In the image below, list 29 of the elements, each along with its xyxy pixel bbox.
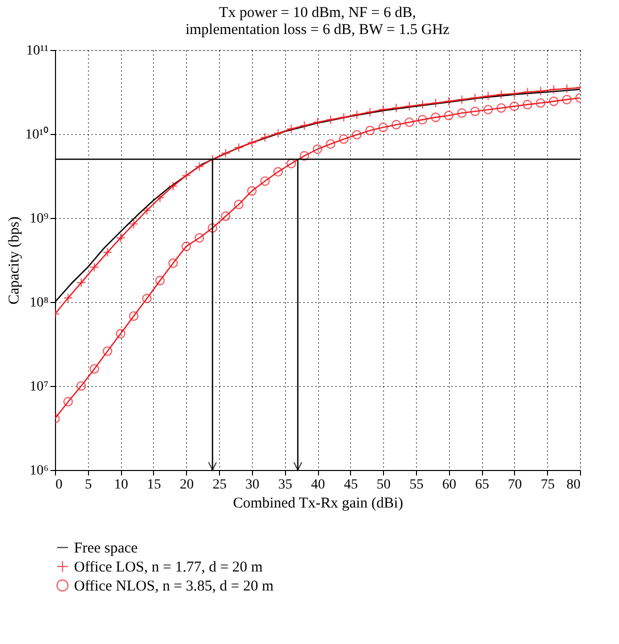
y-tick-label: 10⁶ bbox=[30, 464, 49, 478]
x-tick-label: 65 bbox=[475, 478, 490, 492]
x-tick-label: 80 bbox=[566, 478, 580, 492]
x-tick-label: 45 bbox=[344, 478, 358, 492]
legend-label: Office NLOS, n = 3.85, d = 20 m bbox=[74, 578, 274, 594]
x-tick-label: 20 bbox=[180, 478, 194, 492]
y-tick-label: 10⁸ bbox=[30, 296, 49, 310]
x-tick-label: 40 bbox=[311, 478, 325, 492]
x-tick-label: 25 bbox=[212, 478, 227, 492]
x-tick-label: 30 bbox=[245, 478, 260, 492]
y-tick-label: 10⁷ bbox=[30, 380, 49, 394]
y-tick-label: 10¹¹ bbox=[26, 44, 48, 58]
y-axis-title: Capacity (bps) bbox=[6, 216, 22, 304]
x-tick-label: 70 bbox=[508, 478, 522, 492]
x-axis-title: Combined Tx-Rx gain (dBi) bbox=[232, 496, 404, 512]
y-tick-label: 10⁹ bbox=[30, 212, 49, 226]
legend-label: Free space bbox=[74, 540, 138, 556]
legend-label: Office LOS, n = 1.77, d = 20 m bbox=[74, 560, 264, 576]
x-tick-label: 0 bbox=[56, 478, 62, 492]
x-tick-label: 10 bbox=[114, 478, 128, 492]
x-tick-label: 75 bbox=[540, 478, 555, 492]
x-tick-label: 35 bbox=[278, 478, 292, 492]
x-tick-label: 5 bbox=[84, 478, 92, 492]
y-tick-label: 10¹⁰ bbox=[25, 126, 48, 142]
x-tick-label: 50 bbox=[376, 478, 391, 492]
chart-title: Tx power = 10 dBm, NF = 6 dB, implementation loss = 6 dB, BW = 1.5 GHz bbox=[185, 5, 450, 38]
x-tick-label: 15 bbox=[146, 478, 161, 492]
x-tick-label: 60 bbox=[442, 478, 456, 492]
x-tick-label: 55 bbox=[409, 478, 424, 492]
